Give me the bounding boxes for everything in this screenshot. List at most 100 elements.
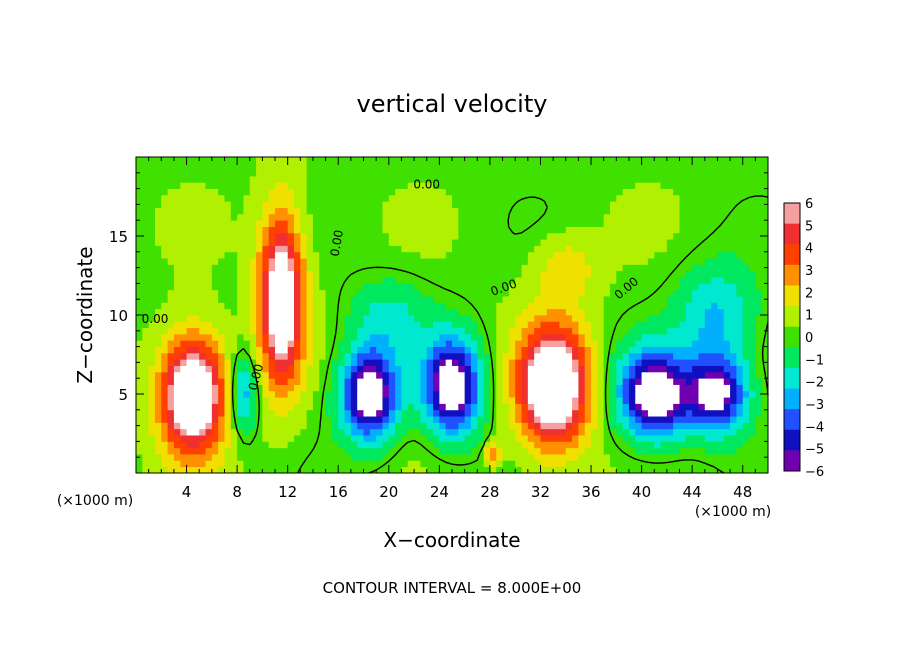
field-cell [395,352,402,360]
field-cell [439,207,447,215]
field-cell [338,157,345,164]
field-cell [755,403,763,411]
field-cell [723,422,731,430]
field-cell [641,270,649,278]
field-cell [578,466,586,474]
field-cell [641,302,649,310]
field-cell [521,359,529,366]
field-cell [452,283,459,291]
field-cell [199,245,206,253]
field-cell [256,441,263,449]
field-cell [161,302,168,310]
field-cell [553,226,560,234]
field-cell [660,157,668,164]
field-cell [496,226,503,234]
field-cell [249,428,257,436]
field-cell [477,397,484,404]
field-cell [578,289,586,297]
field-cell [704,340,712,347]
field-cell [224,321,232,329]
field-cell [711,397,718,404]
field-cell [262,327,270,335]
field-cell [376,289,383,297]
field-cell [578,258,586,265]
field-cell [534,397,541,404]
field-cell [742,213,750,221]
field-cell [546,333,554,341]
field-cell [452,378,459,385]
field-cell [281,359,289,366]
field-cell [230,422,238,430]
field-cell [205,226,213,234]
field-cell [325,302,333,310]
field-cell [142,157,150,164]
field-cell [180,359,187,366]
field-cell [420,194,428,202]
field-cell [407,390,415,398]
field-cell [325,340,333,347]
field-cell [312,454,320,461]
field-cell [647,416,655,423]
field-cell [534,447,541,455]
field-cell [401,352,409,360]
field-cell [572,175,579,183]
field-cell [420,182,428,189]
field-cell [660,308,668,316]
field-cell [388,239,396,246]
field-cell [331,365,339,373]
field-cell [761,283,769,291]
field-cell [344,397,352,404]
field-cell [730,409,737,417]
field-cell [294,397,301,404]
field-cell [312,232,320,240]
field-cell [464,226,472,234]
field-cell [521,289,529,297]
field-cell [173,302,181,310]
field-cell [275,403,282,411]
field-cell [173,315,181,322]
field-cell [749,232,756,240]
field-cell [414,371,421,379]
field-cell [572,182,579,189]
field-cell [749,409,756,417]
field-cell [230,308,238,316]
field-cell [167,213,175,221]
field-cell [508,422,516,430]
field-cell [249,163,257,171]
field-cell [597,315,605,322]
field-cell [527,441,535,449]
field-cell [205,289,213,297]
field-cell [369,403,377,411]
field-cell [673,207,680,215]
field-cell [439,169,447,177]
field-cell [256,201,263,208]
field-cell [584,352,592,360]
field-cell [723,302,731,310]
field-cell [218,270,225,278]
field-cell [635,239,642,246]
field-cell [148,321,156,329]
field-cell [230,315,238,322]
field-cell [578,277,586,284]
field-cell [647,397,655,404]
field-cell [704,315,712,322]
field-cell [281,384,289,392]
field-cell [635,340,642,347]
field-cell [584,346,592,354]
field-cell [578,447,586,455]
field-cell [249,435,257,442]
field-cell [331,315,339,322]
field-cell [508,163,516,171]
field-cell [616,422,624,430]
field-cell [433,258,440,265]
field-cell [704,390,712,398]
field-cell [723,207,731,215]
field-cell [603,422,611,430]
field-cell [275,213,282,221]
field-cell [723,169,731,177]
field-cell [230,207,238,215]
field-cell [761,466,769,474]
field-cell [546,201,554,208]
field-cell [186,422,194,430]
field-cell [136,378,143,385]
